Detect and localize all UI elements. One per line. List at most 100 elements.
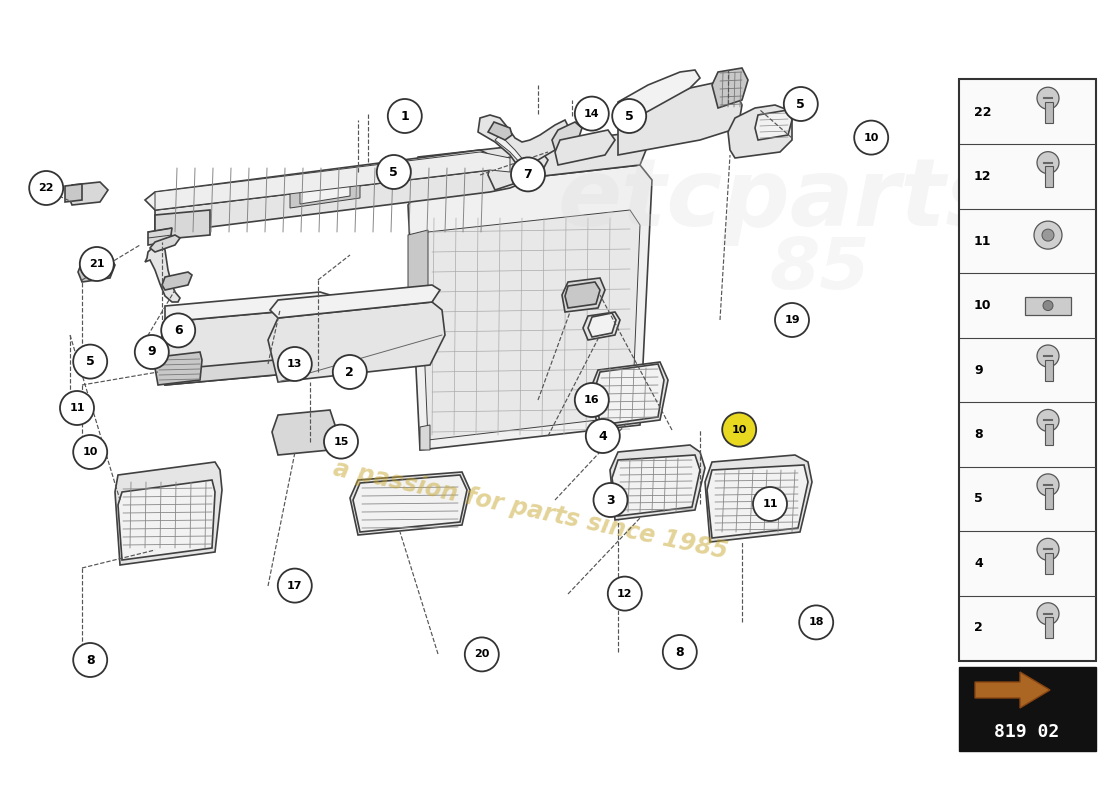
Circle shape bbox=[1037, 602, 1059, 625]
Polygon shape bbox=[420, 425, 430, 450]
Circle shape bbox=[60, 391, 94, 425]
Circle shape bbox=[855, 121, 888, 154]
Polygon shape bbox=[270, 285, 440, 318]
Text: 12: 12 bbox=[617, 589, 632, 598]
Circle shape bbox=[608, 577, 641, 610]
FancyBboxPatch shape bbox=[959, 667, 1096, 751]
Text: 20: 20 bbox=[474, 650, 490, 659]
Text: 9: 9 bbox=[147, 346, 156, 358]
Text: 15: 15 bbox=[333, 437, 349, 446]
Circle shape bbox=[663, 635, 696, 669]
Polygon shape bbox=[145, 242, 180, 302]
Circle shape bbox=[1037, 152, 1059, 174]
Polygon shape bbox=[68, 182, 108, 205]
Text: 5: 5 bbox=[86, 355, 95, 368]
Text: 1: 1 bbox=[400, 110, 409, 122]
Text: 9: 9 bbox=[974, 363, 982, 377]
Polygon shape bbox=[495, 135, 525, 165]
Text: 819 02: 819 02 bbox=[994, 723, 1059, 741]
Polygon shape bbox=[162, 272, 192, 290]
Text: a passion for parts since 1985: a passion for parts since 1985 bbox=[330, 456, 729, 564]
Circle shape bbox=[784, 87, 817, 121]
Text: 10: 10 bbox=[864, 133, 879, 142]
Circle shape bbox=[278, 347, 311, 381]
FancyBboxPatch shape bbox=[1045, 102, 1053, 122]
Circle shape bbox=[512, 158, 544, 191]
Text: 85: 85 bbox=[770, 235, 870, 305]
Text: 22: 22 bbox=[39, 183, 54, 193]
Circle shape bbox=[388, 99, 421, 133]
Circle shape bbox=[1037, 345, 1059, 367]
Polygon shape bbox=[408, 165, 652, 450]
Circle shape bbox=[1042, 229, 1054, 241]
Polygon shape bbox=[556, 130, 615, 165]
Text: 8: 8 bbox=[974, 428, 982, 441]
Polygon shape bbox=[707, 465, 808, 538]
FancyBboxPatch shape bbox=[1025, 297, 1071, 314]
Text: 18: 18 bbox=[808, 618, 824, 627]
Text: 8: 8 bbox=[86, 654, 95, 666]
Text: 10: 10 bbox=[974, 299, 991, 312]
Text: 5: 5 bbox=[389, 166, 398, 178]
Text: 5: 5 bbox=[796, 98, 805, 110]
Polygon shape bbox=[116, 462, 222, 565]
Polygon shape bbox=[610, 445, 705, 520]
Polygon shape bbox=[595, 364, 664, 425]
Circle shape bbox=[1037, 474, 1059, 496]
Polygon shape bbox=[583, 312, 620, 340]
Polygon shape bbox=[155, 160, 530, 232]
Polygon shape bbox=[272, 410, 336, 455]
FancyBboxPatch shape bbox=[1045, 618, 1053, 638]
Circle shape bbox=[1037, 538, 1059, 560]
FancyBboxPatch shape bbox=[1045, 166, 1053, 187]
Polygon shape bbox=[158, 308, 338, 385]
Text: 11: 11 bbox=[974, 234, 991, 248]
Polygon shape bbox=[290, 178, 360, 208]
Polygon shape bbox=[565, 282, 600, 308]
Text: 2: 2 bbox=[345, 366, 354, 378]
Text: 6: 6 bbox=[174, 324, 183, 337]
Circle shape bbox=[324, 425, 358, 458]
Polygon shape bbox=[155, 152, 510, 210]
Circle shape bbox=[723, 413, 756, 446]
FancyBboxPatch shape bbox=[959, 79, 1096, 661]
Text: 10: 10 bbox=[82, 447, 98, 457]
Polygon shape bbox=[618, 82, 742, 155]
Circle shape bbox=[575, 383, 608, 417]
Polygon shape bbox=[488, 150, 548, 190]
Text: 22: 22 bbox=[974, 106, 991, 118]
Text: 19: 19 bbox=[784, 315, 800, 325]
Text: etcparts: etcparts bbox=[558, 154, 1002, 246]
Polygon shape bbox=[300, 182, 350, 204]
Polygon shape bbox=[155, 210, 210, 240]
Text: 5: 5 bbox=[625, 110, 634, 122]
Polygon shape bbox=[705, 455, 812, 542]
Polygon shape bbox=[353, 475, 468, 532]
Text: 11: 11 bbox=[69, 403, 85, 413]
Polygon shape bbox=[118, 480, 214, 560]
Circle shape bbox=[776, 303, 808, 337]
Polygon shape bbox=[78, 258, 116, 282]
Circle shape bbox=[74, 345, 107, 378]
Text: 2: 2 bbox=[974, 622, 982, 634]
Text: 21: 21 bbox=[89, 259, 104, 269]
Circle shape bbox=[74, 435, 107, 469]
Text: 3: 3 bbox=[606, 494, 615, 506]
Polygon shape bbox=[712, 68, 748, 108]
Polygon shape bbox=[408, 230, 428, 350]
Circle shape bbox=[30, 171, 63, 205]
Circle shape bbox=[754, 487, 786, 521]
Polygon shape bbox=[150, 235, 180, 252]
Text: 17: 17 bbox=[287, 581, 303, 590]
Polygon shape bbox=[420, 210, 640, 440]
Circle shape bbox=[1043, 301, 1053, 310]
Text: 11: 11 bbox=[762, 499, 778, 509]
Text: 7: 7 bbox=[524, 168, 532, 181]
Polygon shape bbox=[412, 132, 650, 190]
Polygon shape bbox=[478, 115, 570, 170]
Circle shape bbox=[575, 97, 608, 130]
Text: 14: 14 bbox=[584, 109, 600, 118]
Circle shape bbox=[1037, 410, 1059, 431]
Polygon shape bbox=[588, 313, 616, 337]
Circle shape bbox=[594, 483, 627, 517]
